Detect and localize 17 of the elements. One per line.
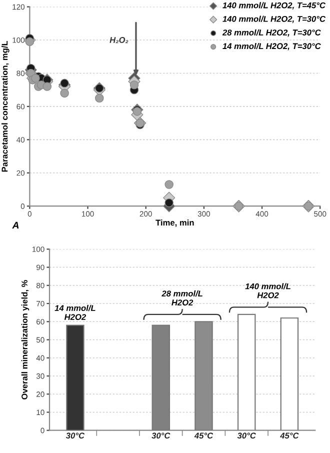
- annotation: 140 mmol/L H2O2: [245, 283, 290, 298]
- y-axis-title: Overall mineralization yield, %: [21, 280, 30, 400]
- legend-label: 140 mmol/L H2O2, T=45°C: [222, 2, 326, 10]
- x-tick-label: 30°C: [152, 432, 170, 439]
- x-tick-label: 30°C: [237, 432, 256, 439]
- annotation: 14 mmol/L H2O2: [54, 304, 96, 320]
- annotation: 28 mmol/L H2O2: [162, 290, 202, 306]
- legend-label: 14 mmol/L H2O2, T=30°C: [222, 42, 321, 50]
- x-tick-label: 45°C: [194, 432, 214, 439]
- legend-label: 140 mmol/L H2O2, T=30°C: [222, 16, 326, 24]
- x-axis-title: Time, min: [156, 219, 194, 227]
- legend-label: 28 mmol/L H2O2, T=30°C: [222, 29, 321, 37]
- y-axis-title: Paracetamol concentration, mg/L: [2, 40, 10, 172]
- text: A: [12, 222, 19, 229]
- x-tick-label: 30°C: [66, 432, 85, 439]
- annotation: H₂O₂: [110, 37, 128, 44]
- x-tick-label: 45°C: [280, 432, 299, 439]
